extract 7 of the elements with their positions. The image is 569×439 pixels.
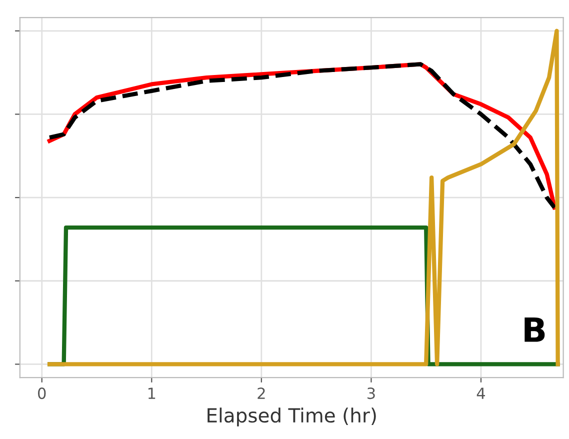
- x-tick-label: 4: [476, 388, 485, 399]
- annotation: B: [524, 318, 545, 342]
- x-tick-label: 2: [258, 388, 265, 399]
- x-tick-label: 3: [368, 388, 375, 400]
- x-axis-title: Elapsed Time (hr): [208, 408, 376, 426]
- x-tick-label: 1: [148, 388, 156, 399]
- x-tick-label: 0: [38, 388, 46, 400]
